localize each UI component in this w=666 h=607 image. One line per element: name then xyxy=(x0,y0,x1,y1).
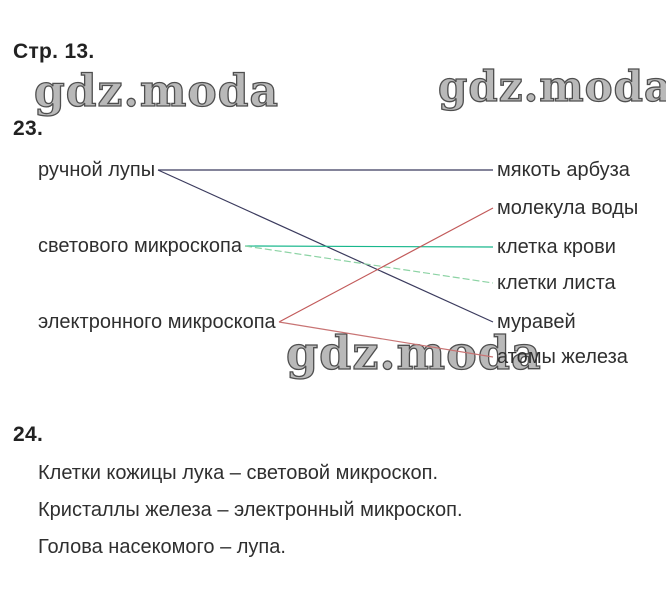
connection-line xyxy=(278,207,494,323)
watermark-top-right: gdz.moda xyxy=(437,62,666,111)
match-right-item: атомы железа xyxy=(497,346,628,368)
connection-line xyxy=(244,245,494,248)
match-right-item: молекула воды xyxy=(497,197,639,219)
match-right-item: мякоть арбуза xyxy=(497,159,630,181)
match-left-item: электронного микроскопа xyxy=(38,311,276,333)
match-right-item: клетки листа xyxy=(497,272,616,294)
answer-line: Кристаллы железа – электронный микроскоп… xyxy=(38,499,463,521)
task24-heading: 24. xyxy=(13,423,44,446)
page-title: Стр. 13. xyxy=(13,40,95,63)
connection-line xyxy=(244,245,494,284)
task23-heading: 23. xyxy=(13,117,44,140)
answer-line: Голова насекомого – лупа. xyxy=(38,536,286,558)
match-right-item: муравей xyxy=(497,311,576,333)
watermark-top-left: gdz.moda xyxy=(33,66,280,117)
answer-line: Клетки кожицы лука – световой микроскоп. xyxy=(38,462,439,484)
match-left-item: ручной лупы xyxy=(38,159,156,181)
match-right-item: клетка крови xyxy=(497,236,616,258)
match-left-item: светового микроскопа xyxy=(38,235,242,257)
